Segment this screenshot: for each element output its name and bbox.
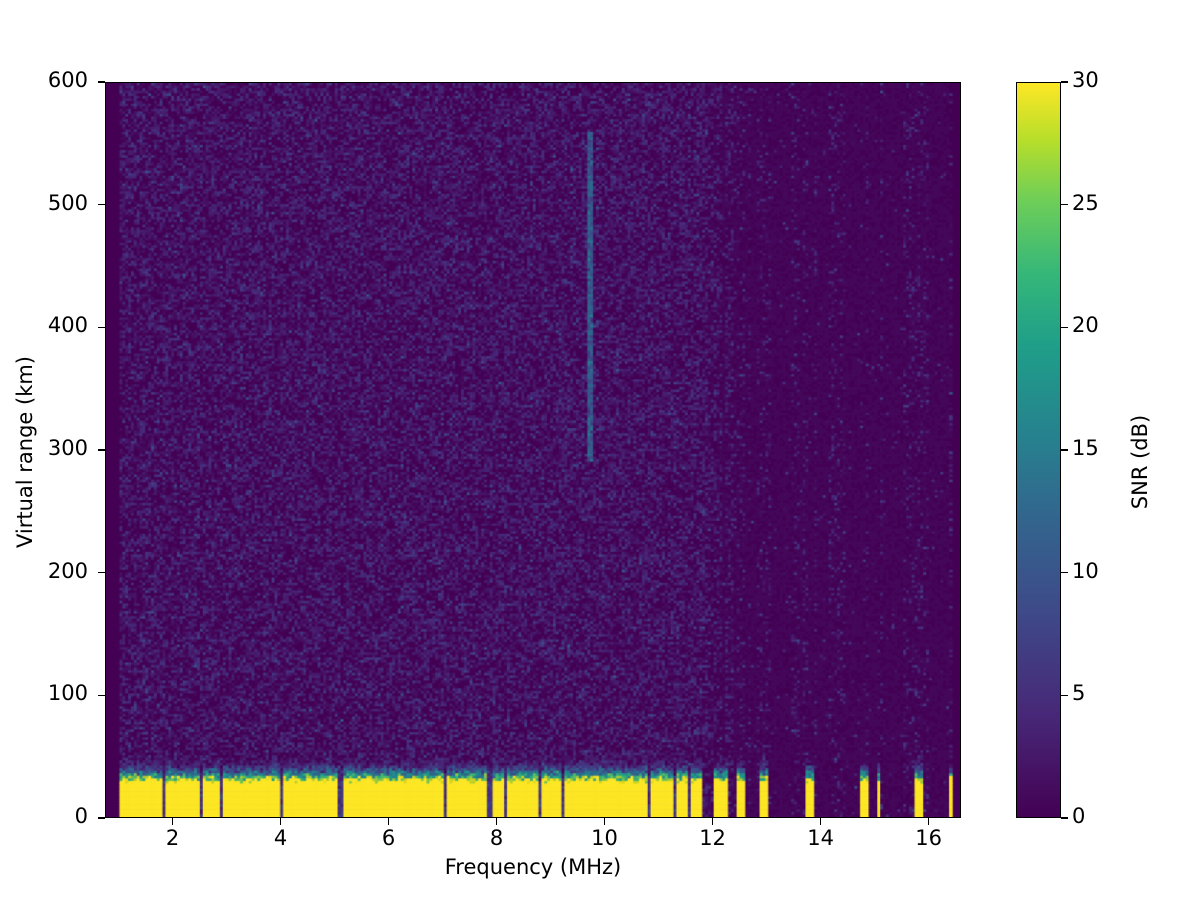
x-axis-tick-label: 12 [699,826,726,850]
x-axis-tick-label: 16 [915,826,942,850]
y-axis-tick-mark [98,203,105,206]
x-axis-tick-mark [279,818,282,825]
x-axis-tick-label: 2 [165,826,180,850]
colorbar-tick-label: 25 [1072,190,1099,215]
colorbar-tick-mark [1061,571,1068,574]
colorbar-tick-label: 5 [1072,681,1086,706]
colorbar-tick-mark [1061,203,1068,206]
x-axis-tick-mark [819,818,822,825]
colorbar-tick-label: 15 [1072,436,1099,460]
x-axis-tick-mark [927,818,930,825]
y-axis-label: Virtual range (km) [13,355,37,549]
x-axis-tick-mark [711,818,714,825]
y-axis-tick-label: 300 [47,436,88,460]
y-axis-tick-label: 200 [47,558,88,583]
y-axis-tick-mark [98,81,105,83]
colorbar-tick-mark [1061,326,1068,329]
y-axis-tick-label: 100 [47,681,88,706]
y-axis-tick-mark [98,326,105,329]
colorbar-tick-mark [1061,694,1068,697]
y-axis-tick-mark [98,571,105,574]
y-axis-tick-label: 500 [47,190,88,215]
x-axis-tick-label: 14 [807,826,834,850]
y-axis-tick-label: 600 [47,68,88,92]
y-axis-tick-label: 0 [74,804,88,828]
colorbar-tick-mark [1061,81,1068,83]
colorbar-tick-label: 20 [1072,313,1099,338]
colorbar-tick-label: 10 [1072,558,1099,583]
colorbar-tick-mark [1061,449,1068,451]
x-axis-tick-mark [495,818,498,825]
ionogram-plot-area [105,82,961,818]
x-axis-tick-label: 8 [489,826,504,850]
x-axis-tick-label: 4 [273,826,288,850]
x-axis-tick-mark [603,818,606,825]
y-axis-tick-mark [98,449,105,451]
colorbar-label: SNR (dB) [1128,414,1152,510]
y-axis-tick-mark [98,817,105,819]
colorbar-gradient [1016,82,1061,818]
x-axis-tick-mark [387,818,390,825]
colorbar-tick-label: 0 [1072,804,1086,828]
y-axis-tick-mark [98,694,105,697]
x-axis-tick-label: 6 [381,826,396,850]
y-axis-tick-label: 400 [47,313,88,338]
ionogram-heatmap-canvas [106,83,960,817]
x-axis-label: Frequency (MHz) [444,855,622,879]
colorbar-tick-mark [1061,817,1068,819]
x-axis-tick-label: 10 [591,826,618,850]
x-axis-tick-mark [171,818,174,825]
colorbar-tick-label: 30 [1072,68,1099,92]
